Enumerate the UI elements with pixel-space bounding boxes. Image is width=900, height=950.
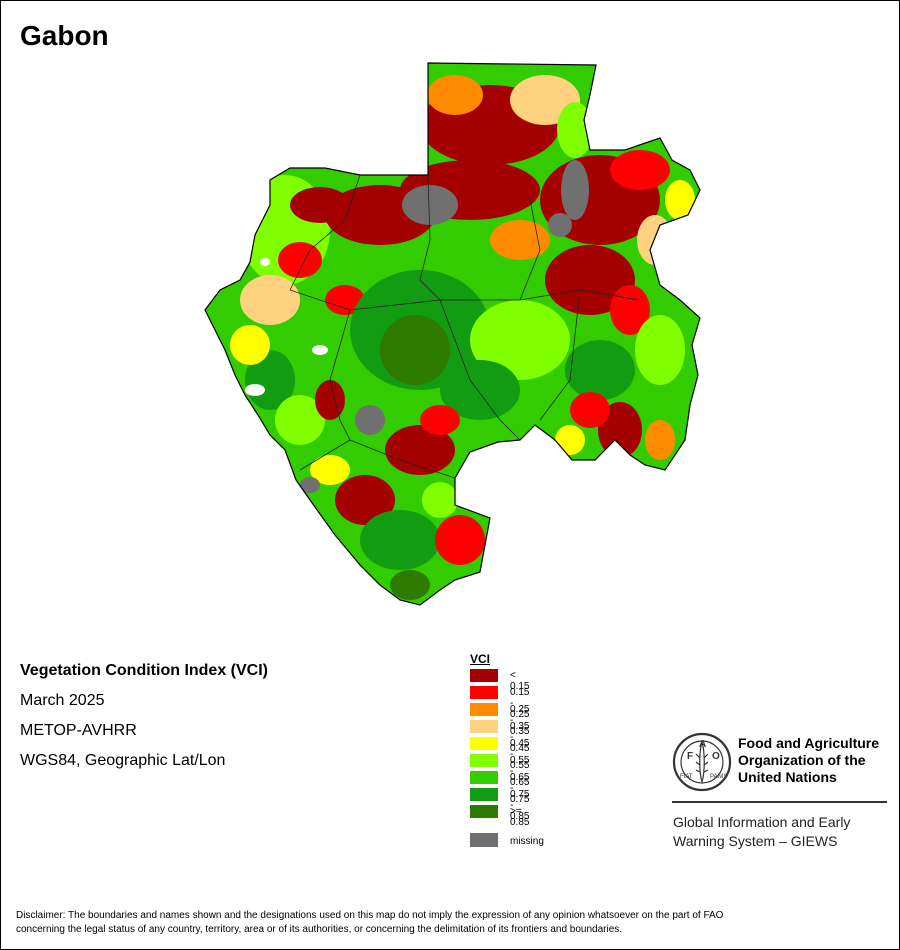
legend-title: VCI (470, 652, 491, 666)
vci-legend: VCI < 0.15 0.15 - 0.25 0.25 - 0.35 0.35 … (470, 651, 544, 847)
legend-swatch (470, 720, 498, 733)
organization-name: Food and Agriculture Organization of the… (738, 735, 898, 786)
svg-text:PANIS: PANIS (710, 774, 728, 780)
legend-swatch (470, 788, 498, 801)
organization-name-line: United Nations (738, 769, 837, 785)
disclaimer: Disclaimer: The boundaries and names sho… (16, 909, 886, 937)
legend-label: 0.35 - 0.45 (510, 721, 530, 754)
legend-label-missing: missing (510, 836, 544, 847)
svg-text:A: A (699, 739, 706, 750)
legend-row: 0.25 - 0.35 (470, 701, 529, 737)
legend-row: 0.45 - 0.55 (470, 735, 529, 771)
legend-swatch (470, 737, 498, 750)
vci-map (204, 62, 701, 606)
legend-swatch (470, 805, 498, 818)
legend-swatch (470, 686, 498, 699)
index-name: Vegetation Condition Index (VCI) (20, 662, 268, 679)
projection-info: WGS84, Geographic Lat/Lon (20, 752, 226, 769)
legend-swatch (470, 771, 498, 784)
giews-name-line: Global Information and Early (673, 814, 851, 830)
legend-label: 0.25 - 0.35 (510, 704, 530, 737)
water-bodies (245, 258, 328, 396)
legend-swatch (470, 754, 498, 767)
map-title: Gabon (20, 20, 109, 51)
legend-swatch (470, 703, 498, 716)
svg-text:FIAT: FIAT (680, 774, 693, 780)
fao-logo-icon: F A O FIAT PANIS (672, 732, 732, 792)
sensor-name: METOP-AVHRR (20, 722, 137, 739)
province-boundaries (289, 174, 641, 479)
legend-row: 0.15 - 0.25 (470, 684, 529, 720)
legend-row: 0.35 - 0.45 (470, 718, 529, 754)
legend-label: 0.75 - 0.85 (510, 789, 530, 822)
legend-label: 0.55 - 0.65 (510, 755, 530, 788)
map-date: March 2025 (20, 692, 105, 709)
giews-name-line: Warning System – GIEWS (673, 833, 838, 849)
legend-swatch-missing (470, 833, 498, 847)
giews-name: Global Information and Early Warning Sys… (673, 813, 893, 851)
legend-label: 0.65 - 0.75 (510, 772, 530, 805)
svg-text:O: O (712, 751, 720, 762)
map-info: Vegetation Condition Index (VCI) March 2… (20, 656, 268, 776)
legend-label: 0.15 - 0.25 (510, 687, 530, 720)
legend-swatch (470, 669, 498, 682)
divider (672, 801, 887, 803)
svg-text:F: F (687, 751, 693, 762)
legend-label: 0.45 - 0.55 (510, 738, 530, 771)
legend-row: >= 0.85 (470, 803, 529, 828)
legend-row: < 0.15 (470, 667, 529, 692)
legend-row: 0.65 - 0.75 (470, 769, 529, 805)
legend-label: >= 0.85 (510, 806, 530, 828)
organization-name-line: Organization of the (738, 752, 866, 768)
legend-label: < 0.15 (510, 670, 530, 692)
disclaimer-line: concerning the legal status of any count… (16, 924, 623, 935)
legend-row: 0.55 - 0.65 (470, 752, 529, 788)
organization-name-line: Food and Agriculture (738, 735, 880, 751)
disclaimer-line: Disclaimer: The boundaries and names sho… (16, 910, 724, 921)
vci-raster (205, 63, 700, 605)
legend-row-missing: missing (470, 833, 670, 850)
legend-row: 0.75 - 0.85 (470, 786, 529, 822)
